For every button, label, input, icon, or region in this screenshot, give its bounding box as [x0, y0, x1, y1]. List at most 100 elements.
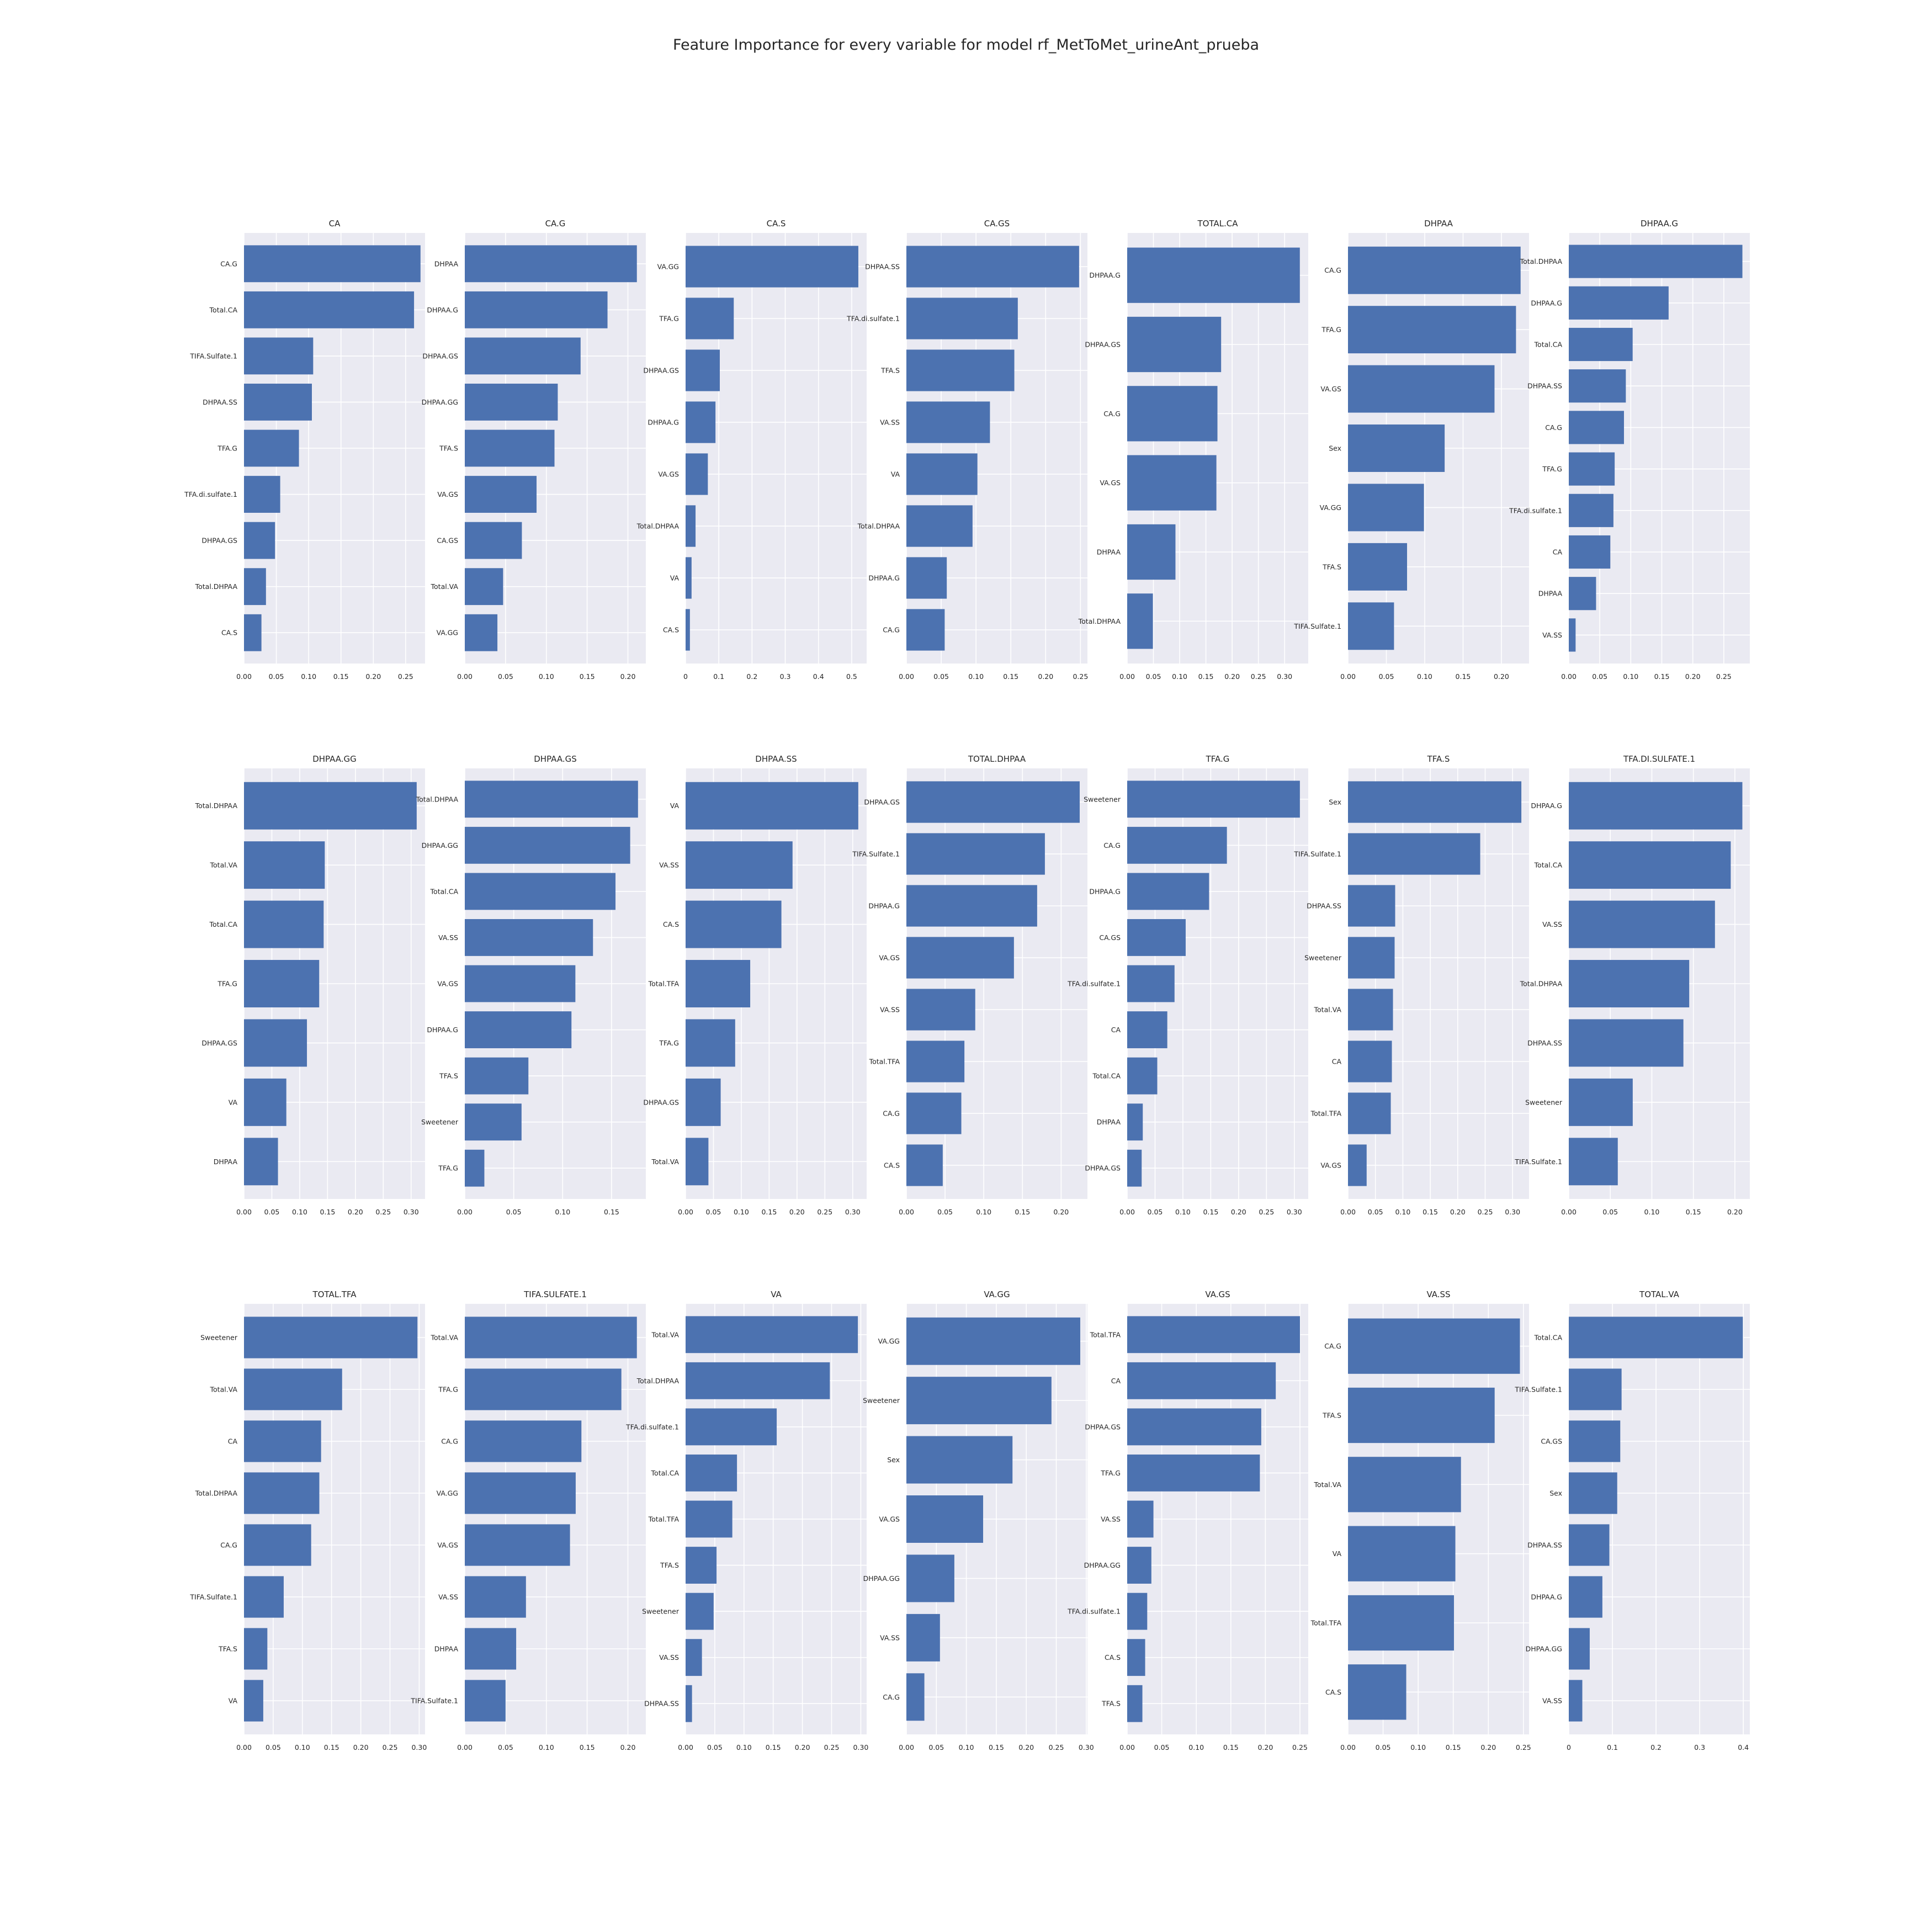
bar-tfa-di-sulfate-1	[1127, 1593, 1148, 1630]
x-tick-label: 0.00	[457, 672, 473, 681]
bar-va-ss	[1127, 1500, 1154, 1538]
y-tick-label: CA.G	[220, 1541, 237, 1549]
y-tick-label: CA.G	[883, 1693, 900, 1701]
x-tick-label: 0.15	[1686, 1208, 1701, 1216]
bar-tfa-s	[686, 1547, 717, 1584]
x-tick-label: 0.25	[1478, 1208, 1493, 1216]
bar-dhpaa-gs	[906, 781, 1080, 823]
x-tick-label: 0.10	[301, 672, 316, 681]
bar-ca-s	[686, 900, 782, 948]
bar-ca-g	[906, 1092, 962, 1134]
bar-dhpaa	[244, 1138, 278, 1186]
subplot-title: TOTAL.VA	[1639, 1289, 1680, 1299]
bar-tfa-s	[906, 349, 1015, 391]
y-tick-label: TFA.di.sulfate.1	[625, 1423, 679, 1431]
bar-va-ss	[906, 401, 990, 443]
bar-tifa-sulfate-1	[244, 1576, 284, 1618]
x-tick-label: 0.00	[457, 1208, 473, 1216]
x-tick-label: 0.15	[320, 1208, 335, 1216]
bar-ca-g	[244, 245, 421, 283]
bar-total-ca	[244, 900, 324, 948]
y-tick-label: VA.GS	[437, 1541, 458, 1549]
x-tick-label: 0.25	[1259, 1208, 1274, 1216]
x-tick-label: 0.10	[539, 672, 554, 681]
x-tick-label: 0.20	[365, 672, 381, 681]
y-tick-label: Total.VA	[210, 1386, 238, 1394]
x-tick-label: 0.10	[1644, 1208, 1660, 1216]
bar-sweetener	[1348, 937, 1395, 979]
x-tick-label: 0.10	[734, 1208, 749, 1216]
y-tick-label: CA.S	[221, 629, 237, 637]
bar-tifa-sulfate-1	[465, 1680, 506, 1722]
y-tick-label: TFA.S	[660, 1561, 679, 1569]
x-tick-label: 0.10	[295, 1743, 310, 1751]
subplot-title: TIFA.SULFATE.1	[523, 1289, 587, 1299]
subplot-total-va: Total.CA TIFA.Sulfate.1 CA.GS Sex DHPAA.SS DH…	[1514, 1289, 1750, 1751]
subplot-total-ca: DHPAA.G DHPAA.GS CA.G VA.GS DHPAA Total.DHPAA…	[1078, 219, 1308, 681]
bar-total-va	[244, 841, 325, 889]
y-tick-label: DHPAA.SS	[1527, 382, 1562, 390]
bar-va-gg	[906, 1317, 1080, 1365]
bar-dhpaa-g	[1569, 286, 1669, 320]
x-tick-label: 0.10	[1395, 1208, 1410, 1216]
bar-va-ss	[686, 841, 793, 889]
x-tick-label: 0.00	[899, 1208, 914, 1216]
subplot-title: CA.S	[767, 219, 786, 229]
x-tick-label: 0.25	[398, 672, 413, 681]
bar-ca-g	[244, 1524, 311, 1566]
bar-tfa-di-sulfate-1	[244, 476, 280, 513]
y-tick-label: DHPAA.G	[1531, 1593, 1562, 1601]
y-tick-label: DHPAA.SS	[644, 1700, 679, 1708]
y-tick-label: VA.GS	[658, 470, 679, 479]
y-tick-label: TFA.S	[880, 367, 900, 375]
x-tick-label: 0.10	[1172, 672, 1187, 681]
y-tick-label: Total.VA	[431, 1334, 459, 1342]
x-tick-label: 0.30	[404, 1208, 419, 1216]
x-tick-label: 0.05	[1592, 672, 1607, 681]
bar-total-ca	[1569, 841, 1731, 889]
y-tick-label: CA	[1553, 548, 1563, 556]
y-tick-label: DHPAA	[434, 259, 459, 268]
y-tick-label: Total.VA	[210, 861, 238, 869]
y-tick-label: VA.SS	[1542, 1697, 1562, 1705]
x-tick-label: 0.5	[846, 672, 857, 681]
bar-tifa-sulfate-1	[1569, 1138, 1618, 1186]
x-tick-label: 0.05	[1368, 1208, 1383, 1216]
y-tick-label: VA.GS	[879, 954, 900, 962]
y-tick-label: VA	[670, 802, 680, 810]
y-tick-label: Total.VA	[431, 582, 459, 591]
y-tick-label: TFA.S	[1322, 1411, 1341, 1420]
bar-dhpaa-gg	[1127, 1547, 1151, 1584]
x-tick-label: 0.00	[1340, 672, 1356, 681]
x-tick-label: 0.05	[1376, 1743, 1391, 1751]
bar-ca-g	[1127, 826, 1227, 864]
x-tick-label: 0.15	[1654, 672, 1670, 681]
bar-va-ss	[906, 989, 975, 1031]
x-tick-label: 0.00	[236, 672, 252, 681]
bar-va-ss	[1569, 1680, 1583, 1722]
y-tick-label: TFA.G	[217, 980, 237, 988]
bar-total-va	[465, 1317, 637, 1358]
y-tick-label: DHPAA	[434, 1645, 459, 1653]
bar-dhpaa-gs	[465, 337, 581, 375]
bar-ca-gs	[1127, 919, 1186, 956]
bar-dhpaa-gs	[244, 1019, 307, 1067]
y-tick-label: CA.S	[1105, 1653, 1121, 1662]
y-tick-label: Total.CA	[209, 306, 238, 314]
bar-ca-gs	[465, 522, 522, 559]
y-tick-label: DHPAA.GS	[864, 798, 900, 806]
x-tick-label: 0.20	[1018, 1743, 1034, 1751]
bar-total-va	[465, 568, 503, 606]
y-tick-label: Total.DHPAA	[636, 522, 680, 530]
bar-sweetener	[465, 1103, 522, 1141]
bar-dhpaa-g	[686, 401, 716, 443]
y-tick-label: TFA.di.sulfate.1	[1509, 506, 1562, 514]
y-tick-label: Sweetener	[200, 1334, 238, 1342]
axes-background	[1348, 1304, 1529, 1734]
x-tick-label: 0.20	[1231, 1208, 1246, 1216]
subplot-tfa-g: Sweetener CA.G DHPAA.G CA.GS TFA.di.sulfate.…	[1067, 754, 1308, 1216]
bar-tfa-g	[1348, 306, 1516, 354]
bar-va-gg	[465, 1472, 576, 1514]
bar-dhpaa	[1127, 1103, 1143, 1141]
x-tick-label: 0.20	[1224, 672, 1240, 681]
